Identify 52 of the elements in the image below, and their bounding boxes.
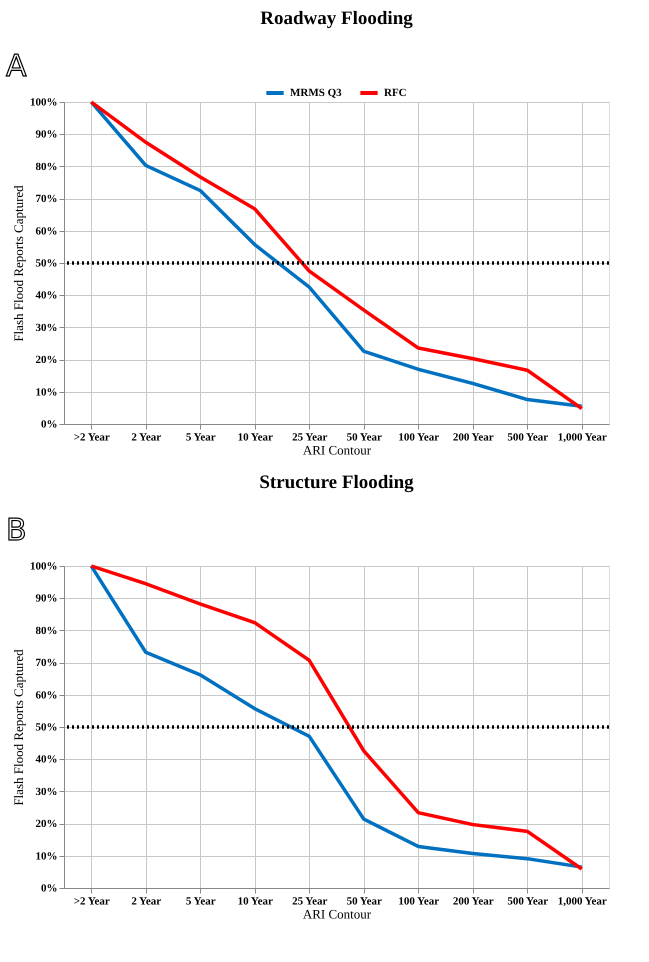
y-tick-label: 60% — [36, 225, 58, 238]
x-axis-title: ARI Contour — [302, 906, 372, 922]
legend-label: MRMS Q3 — [290, 87, 342, 99]
x-tick-label: 5 Year — [186, 432, 216, 444]
y-tick-label: 40% — [36, 290, 58, 302]
text: A — [6, 49, 27, 84]
chart-title: Roadway Flooding — [260, 8, 414, 29]
legend-label: RFC — [384, 87, 407, 99]
x-tick-label: 25 Year — [292, 896, 328, 908]
y-tick-label: 100% — [30, 560, 58, 572]
x-tick-label: >2 Year — [74, 896, 110, 908]
y-tick-label: 40% — [36, 754, 58, 766]
y-tick-label: 70% — [36, 193, 58, 206]
x-tick-label: 25 Year — [292, 432, 328, 444]
text: B — [6, 513, 27, 548]
x-tick-label: 500 Year — [507, 896, 548, 908]
x-axis-title: ARI Contour — [302, 442, 372, 458]
y-tick-label: 100% — [30, 96, 58, 108]
x-tick-label: 10 Year — [238, 896, 274, 908]
x-tick-label: >2 Year — [74, 432, 110, 444]
y-tick-label: 50% — [36, 258, 58, 270]
y-tick-label: 80% — [36, 160, 58, 173]
x-tick-label: 100 Year — [398, 432, 440, 444]
x-tick-label: 500 Year — [507, 432, 548, 444]
y-tick-label: 20% — [36, 818, 58, 830]
y-tick-label: 60% — [36, 689, 58, 702]
x-tick-label: 2 Year — [131, 896, 162, 908]
y-axis-title: Flash Flood Reports Captured — [11, 184, 26, 342]
y-tick-label: 30% — [36, 786, 58, 798]
x-tick-label: 200 Year — [452, 432, 494, 444]
x-tick-label: 5 Year — [186, 896, 216, 908]
y-tick-label: 20% — [36, 354, 58, 366]
x-tick-label: 50 Year — [346, 432, 382, 444]
y-tick-label: 90% — [36, 592, 58, 605]
x-tick-label: 1,000 Year — [558, 896, 607, 908]
x-tick-label: 1,000 Year — [558, 432, 607, 444]
x-tick-label: 200 Year — [452, 896, 494, 908]
y-tick-label: 70% — [36, 657, 58, 670]
x-tick-label: 100 Year — [398, 896, 440, 908]
x-tick-label: 2 Year — [131, 432, 162, 444]
x-tick-label: 50 Year — [346, 896, 382, 908]
y-axis-title: Flash Flood Reports Captured — [11, 648, 26, 806]
x-tick-label: 10 Year — [238, 432, 274, 444]
y-tick-label: 10% — [36, 850, 58, 862]
y-tick-label: 90% — [36, 128, 58, 141]
y-tick-label: 50% — [36, 722, 58, 734]
y-tick-label: 10% — [36, 386, 58, 398]
y-tick-label: 0% — [41, 418, 58, 430]
chart-title: Structure Flooding — [259, 472, 414, 493]
y-tick-label: 80% — [36, 624, 58, 637]
y-tick-label: 30% — [36, 322, 58, 334]
y-tick-label: 0% — [41, 882, 58, 894]
